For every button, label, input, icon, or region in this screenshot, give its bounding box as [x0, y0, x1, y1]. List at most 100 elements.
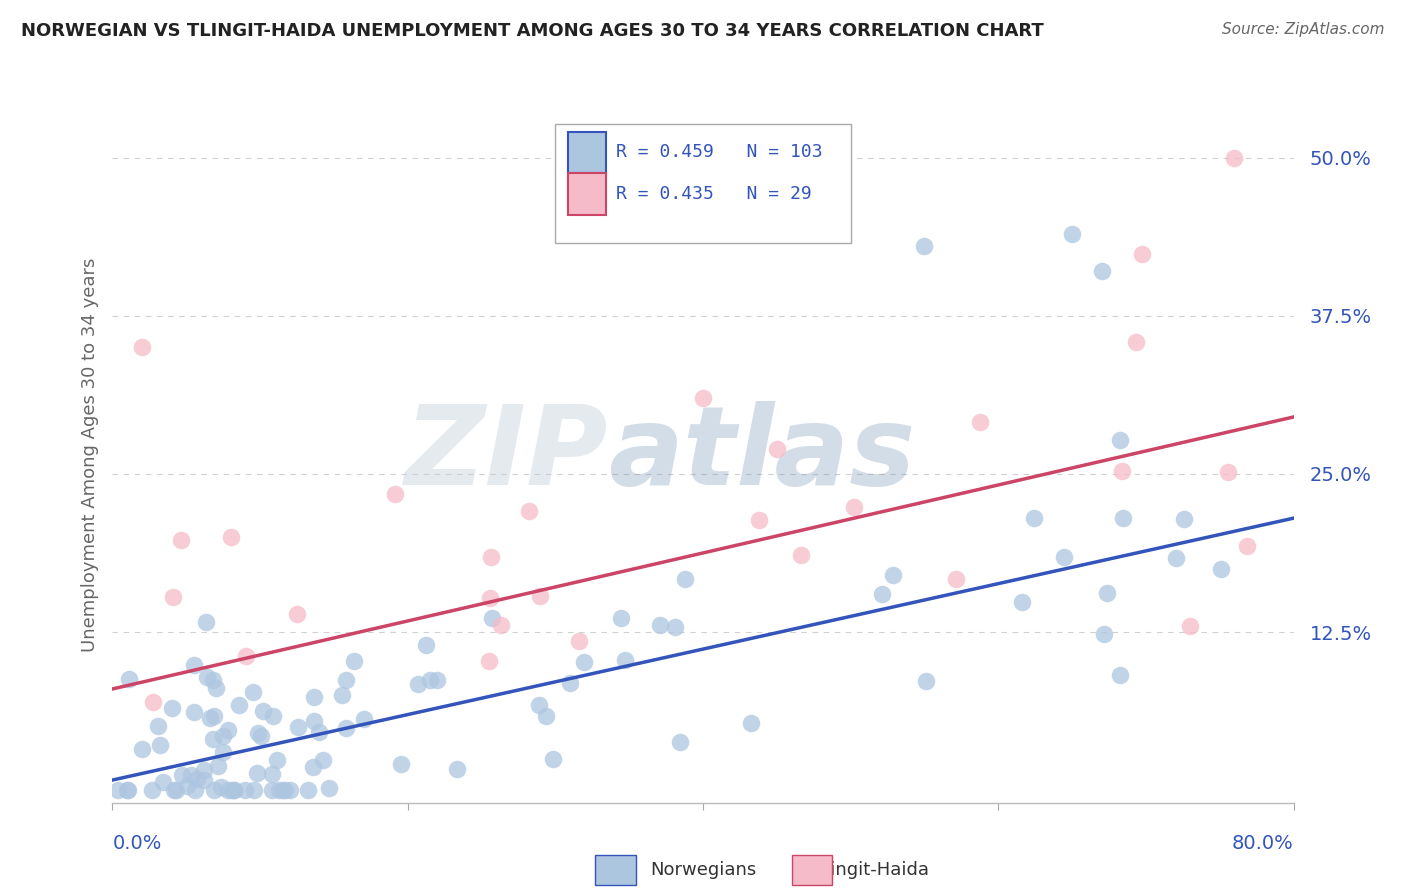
Point — [1052, 550, 1074, 565]
Point — [247, 725, 270, 739]
Text: Norwegians: Norwegians — [650, 861, 756, 879]
Point — [146, 719, 169, 733]
Point — [201, 731, 224, 746]
FancyBboxPatch shape — [568, 173, 606, 215]
Point — [212, 729, 235, 743]
Point — [1216, 465, 1239, 479]
Point — [740, 715, 762, 730]
Point — [534, 709, 557, 723]
Point — [287, 720, 309, 734]
Point — [945, 572, 967, 586]
Point — [170, 533, 193, 547]
Point — [446, 762, 468, 776]
Point — [195, 615, 218, 629]
Point — [664, 620, 686, 634]
Point — [202, 783, 225, 797]
Point — [479, 549, 502, 564]
Point — [176, 779, 198, 793]
Point — [302, 759, 325, 773]
Point — [235, 783, 257, 797]
Point — [1091, 264, 1114, 278]
Point — [165, 783, 187, 797]
Point — [335, 721, 357, 735]
Point — [648, 617, 671, 632]
Point — [1178, 618, 1201, 632]
Point — [209, 780, 232, 794]
Point — [183, 705, 205, 719]
Point — [1095, 586, 1118, 600]
Point — [118, 673, 141, 687]
Point — [1130, 246, 1153, 260]
Point — [249, 729, 271, 743]
Point — [1011, 595, 1033, 609]
Point — [221, 783, 243, 797]
Point — [517, 504, 540, 518]
Point — [180, 767, 202, 781]
Point — [117, 783, 139, 797]
Point — [222, 783, 245, 797]
Point — [1022, 511, 1045, 525]
Point — [692, 391, 714, 405]
Point — [308, 725, 330, 739]
Point — [673, 572, 696, 586]
Point — [1173, 512, 1195, 526]
Point — [198, 711, 221, 725]
Point — [162, 783, 184, 797]
Point — [318, 780, 340, 795]
Point — [160, 701, 183, 715]
Point — [141, 783, 163, 797]
Point — [202, 709, 225, 723]
Text: atlas: atlas — [609, 401, 915, 508]
Point — [252, 705, 274, 719]
Point — [280, 783, 302, 797]
Point — [274, 783, 297, 797]
Point — [162, 591, 184, 605]
Point — [131, 340, 153, 354]
Point — [271, 783, 294, 797]
Point — [142, 695, 165, 709]
Point — [1236, 539, 1258, 553]
Point — [481, 610, 503, 624]
Text: Tlingit-Haida: Tlingit-Haida — [814, 861, 929, 879]
Point — [479, 591, 502, 605]
Point — [184, 783, 207, 797]
Point — [1111, 464, 1133, 478]
Point — [613, 653, 636, 667]
Point — [343, 654, 366, 668]
Point — [193, 772, 215, 787]
Point — [541, 752, 564, 766]
Point — [262, 709, 284, 723]
Point — [186, 772, 208, 786]
Text: Source: ZipAtlas.com: Source: ZipAtlas.com — [1222, 22, 1385, 37]
Point — [302, 714, 325, 729]
Point — [217, 783, 239, 797]
Point — [610, 611, 633, 625]
Point — [406, 677, 429, 691]
Point — [415, 639, 437, 653]
Point — [217, 723, 239, 737]
Point — [842, 500, 865, 515]
Point — [669, 734, 692, 748]
Point — [426, 673, 449, 687]
Point — [260, 783, 283, 797]
Point — [389, 757, 412, 772]
Point — [527, 698, 550, 712]
Point — [267, 783, 290, 797]
Point — [1125, 335, 1147, 350]
Point — [228, 698, 250, 712]
Point — [222, 783, 245, 797]
Point — [882, 567, 904, 582]
Point — [1109, 433, 1132, 447]
Point — [1094, 627, 1116, 641]
Point — [266, 753, 288, 767]
Point — [419, 673, 441, 688]
Point — [558, 676, 581, 690]
Point — [205, 681, 228, 696]
Point — [195, 670, 218, 684]
Point — [478, 654, 501, 668]
Point — [170, 768, 193, 782]
Text: R = 0.459   N = 103: R = 0.459 N = 103 — [616, 144, 823, 161]
Point — [1223, 151, 1246, 165]
Point — [568, 634, 591, 648]
Point — [572, 656, 595, 670]
